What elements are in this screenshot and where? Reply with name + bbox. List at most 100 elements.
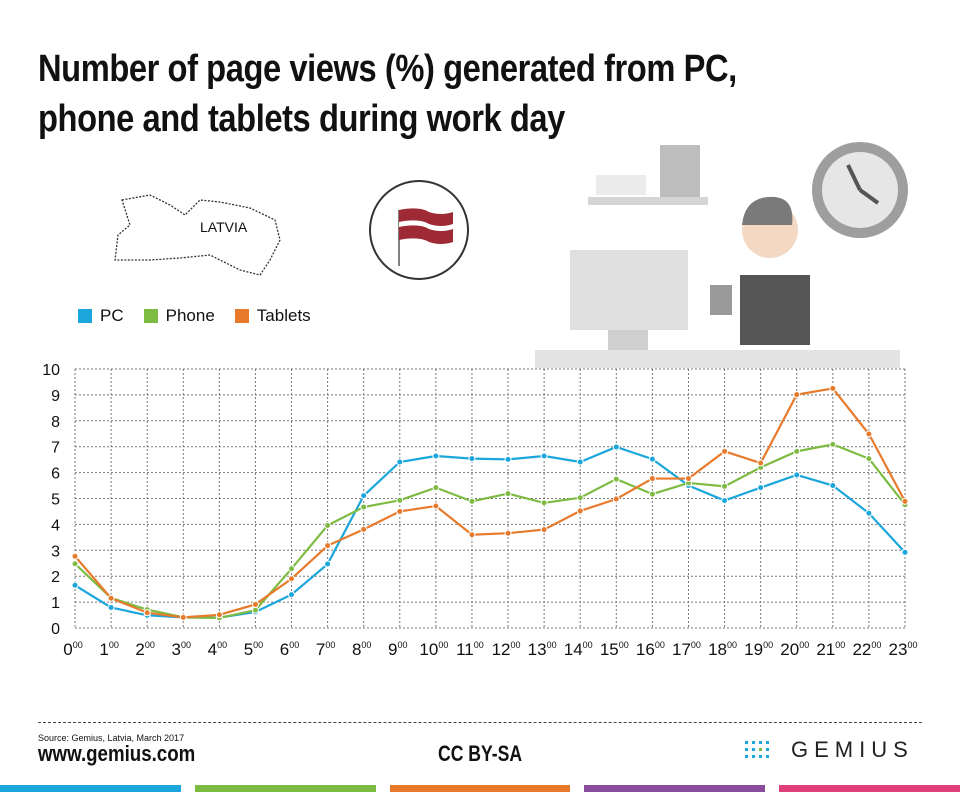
x-tick-suffix: 00 — [217, 640, 227, 650]
data-point-tablets — [648, 475, 656, 483]
data-point-phone — [793, 447, 801, 455]
data-point-tablets — [215, 611, 223, 619]
legend-label: Tablets — [256, 306, 311, 325]
x-tick-suffix: 00 — [691, 640, 701, 650]
pc-swatch — [78, 309, 92, 323]
data-point-pc — [468, 455, 476, 463]
x-tick-label: 400 — [208, 640, 227, 659]
chart-legend: PC Phone Tablets — [78, 306, 311, 326]
gemius-logo: GEMIUS — [745, 737, 914, 763]
data-point-pc — [71, 581, 79, 589]
data-point-pc — [540, 452, 548, 460]
data-point-phone — [648, 490, 656, 498]
x-tick-label: 1200 — [492, 640, 521, 659]
data-point-pc — [901, 548, 909, 556]
data-point-pc — [396, 458, 404, 466]
data-point-pc — [576, 458, 584, 466]
x-tick-suffix: 00 — [253, 640, 263, 650]
data-point-tablets — [757, 459, 765, 467]
color-bar — [0, 785, 181, 792]
source-note: Source: Gemius, Latvia, March 2017 — [38, 733, 185, 743]
latvia-map-outline — [114, 194, 281, 276]
data-point-tablets — [684, 475, 692, 483]
y-tick-label: 4 — [51, 517, 60, 534]
x-tick-label: 800 — [352, 640, 371, 659]
data-point-tablets — [612, 495, 620, 503]
data-point-tablets — [288, 575, 296, 583]
x-tick-label: 1500 — [600, 640, 629, 659]
data-point-pc — [504, 455, 512, 463]
data-point-tablets — [179, 613, 187, 621]
data-point-tablets — [432, 502, 440, 510]
data-point-phone — [251, 606, 259, 614]
color-bar — [779, 785, 960, 792]
data-point-pc — [324, 560, 332, 568]
color-bar — [584, 785, 766, 792]
x-tick-suffix: 00 — [325, 640, 335, 650]
x-tick-label: 2100 — [816, 640, 845, 659]
x-tick-label: 1400 — [564, 640, 593, 659]
line-chart: 0 1 2 3 4 5 6 7 8 9 10 000 100 200 300 400 500 600 700 800 9… — [42, 362, 918, 659]
x-tick-label: 200 — [135, 640, 154, 659]
y-tick-label: 5 — [51, 492, 60, 509]
x-tick-suffix: 00 — [907, 640, 917, 650]
legend-label: PC — [100, 306, 124, 325]
y-tick-label: 6 — [51, 466, 60, 483]
x-tick-label: 1300 — [528, 640, 557, 659]
website-link[interactable]: www.gemius.com — [38, 741, 196, 766]
x-tick-label: 2300 — [889, 640, 918, 659]
footer-divider — [38, 722, 922, 723]
data-point-phone — [829, 440, 837, 448]
x-tick-suffix: 00 — [727, 640, 737, 650]
data-point-phone — [468, 497, 476, 505]
data-point-tablets — [540, 526, 548, 534]
map-label: LATVIA — [200, 219, 248, 235]
x-tick-label: 1100 — [456, 640, 484, 659]
x-tick-label: 1800 — [708, 640, 737, 659]
data-point-phone — [540, 499, 548, 507]
x-tick-label: 700 — [316, 640, 335, 659]
data-point-phone — [612, 475, 620, 483]
y-tick-label: 2 — [51, 569, 60, 586]
data-point-phone — [324, 521, 332, 529]
data-point-phone — [865, 455, 873, 463]
x-tick-suffix: 00 — [474, 640, 484, 650]
x-tick-suffix: 00 — [181, 640, 191, 650]
color-bar — [194, 785, 376, 792]
legend-item-pc: PC — [78, 306, 124, 326]
x-tick-label: 2200 — [852, 640, 881, 659]
data-point-phone — [504, 490, 512, 498]
x-tick-label: 100 — [99, 640, 118, 659]
x-tick-suffix: 00 — [109, 640, 119, 650]
legend-item-tablets: Tablets — [234, 306, 311, 326]
gemius-dots-icon — [745, 741, 769, 758]
x-tick-suffix: 00 — [289, 640, 299, 650]
data-point-pc — [829, 482, 837, 490]
y-tick-label: 9 — [51, 388, 60, 405]
x-tick-suffix: 00 — [361, 640, 371, 650]
x-tick-suffix: 00 — [871, 640, 881, 650]
x-tick-label: 500 — [244, 640, 263, 659]
data-point-tablets — [901, 497, 909, 505]
license-label: CC BY-SA — [438, 741, 523, 766]
x-tick-label: 1900 — [744, 640, 773, 659]
page-title: Number of page views (%) generated from … — [38, 44, 898, 144]
x-tick-suffix: 00 — [438, 640, 448, 650]
x-tick-label: 1700 — [672, 640, 701, 659]
data-point-phone — [721, 482, 729, 490]
data-point-tablets — [251, 600, 259, 608]
data-point-tablets — [468, 531, 476, 539]
y-tick-label: 10 — [42, 362, 60, 379]
phone-swatch — [143, 309, 158, 323]
data-point-phone — [576, 494, 584, 502]
color-bar — [389, 785, 571, 792]
title-line-2: phone and tablets during work day — [38, 98, 565, 140]
data-point-pc — [757, 484, 765, 492]
data-point-tablets — [576, 507, 584, 515]
bottom-color-bars — [0, 785, 960, 792]
x-tick-suffix: 00 — [73, 640, 83, 650]
x-tick-label: 900 — [388, 640, 407, 659]
x-tick-label: 300 — [172, 640, 191, 659]
title-line-1: Number of page views (%) generated from … — [38, 48, 737, 90]
x-tick-suffix: 00 — [763, 640, 773, 650]
